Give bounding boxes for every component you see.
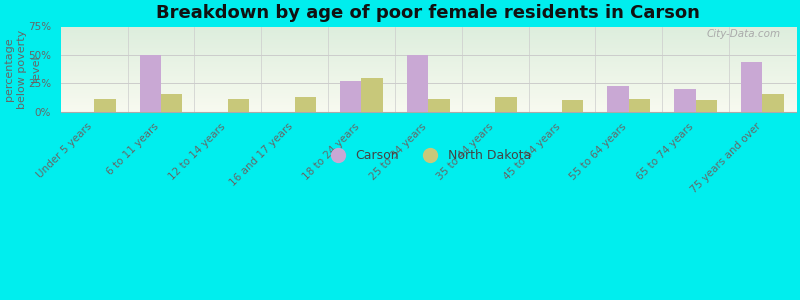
Text: City-Data.com: City-Data.com (707, 29, 781, 39)
Bar (607, 85, 629, 112)
Bar (362, 78, 383, 112)
Bar (94, 99, 115, 112)
Bar (407, 55, 428, 112)
Y-axis label: percentage
below poverty
level: percentage below poverty level (4, 29, 41, 109)
Bar (741, 62, 762, 112)
Bar (629, 99, 650, 112)
Bar (294, 97, 316, 112)
Bar (495, 97, 517, 112)
Bar (695, 100, 717, 112)
Bar (428, 99, 450, 112)
Bar (340, 81, 362, 112)
Bar (762, 94, 784, 112)
Bar (228, 99, 250, 112)
Bar (562, 100, 583, 112)
Bar (674, 89, 695, 112)
Legend: Carson, North Dakota: Carson, North Dakota (321, 144, 536, 167)
Bar (161, 94, 182, 112)
Title: Breakdown by age of poor female residents in Carson: Breakdown by age of poor female resident… (156, 4, 700, 22)
Bar (140, 55, 161, 112)
